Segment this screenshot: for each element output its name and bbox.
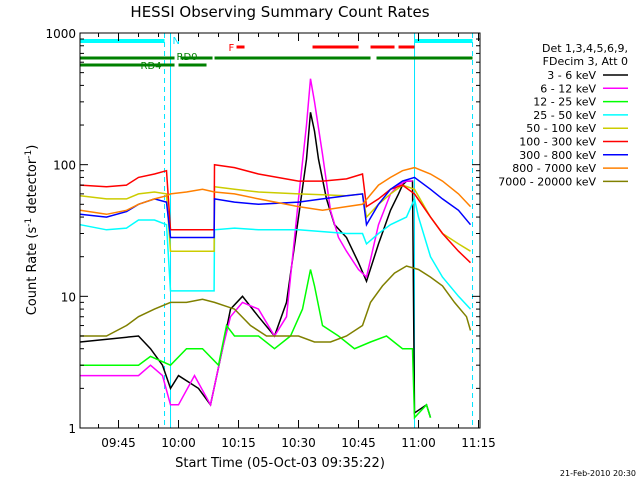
y-axis-label-part-1: Count Rate (s <box>25 227 40 316</box>
y-tick-label-1: 10 <box>61 290 76 304</box>
y-tick-label-2: 100 <box>53 159 76 173</box>
legend-label-1: 6 - 12 keV <box>540 82 596 95</box>
x-tick-label-1: 10:00 <box>161 436 196 450</box>
legend-label-2: 12 - 25 keV <box>533 96 596 109</box>
legend-label-7: 800 - 7000 keV <box>512 162 596 175</box>
y-axis-label-part-3: ) <box>25 145 40 150</box>
chart-title: HESSI Observing Summary Count Rates <box>130 3 429 21</box>
attenuator-label: N <box>173 36 180 47</box>
legend: Det 1,3,4,5,6,9, FDecim 3, Att 0 3 - 6 k… <box>498 42 628 188</box>
series-line-7 <box>79 166 472 216</box>
y-tick-label-0: 1 <box>68 422 76 436</box>
x-tick-label-5: 11:00 <box>401 436 436 450</box>
series-line-1 <box>80 78 413 407</box>
x-tick-label-6: 11:15 <box>461 436 496 450</box>
x-tick-label-0: 09:45 <box>101 436 136 450</box>
legend-label-3: 25 - 50 keV <box>533 109 596 122</box>
axis-ticks: 09:45 10:00 10:15 10:30 10:45 11:00 11:15 1 10 10… <box>45 27 495 450</box>
state-top-label: RD0 <box>177 52 198 63</box>
plot-area: N F RD0 RD4 <box>79 33 474 428</box>
series-line-3 <box>79 196 472 310</box>
plot-frame <box>79 32 481 429</box>
y-axis-label: Count Rate (s-1 detector-1) <box>24 145 40 316</box>
footer-timestamp: 21-Feb-2010 20:30 <box>560 469 636 478</box>
y-axis-label-sup-1: -1 <box>24 218 34 227</box>
legend-label-6: 300 - 800 keV <box>519 149 596 162</box>
x-tick-label-2: 10:15 <box>221 436 256 450</box>
x-tick-label-4: 10:45 <box>341 436 376 450</box>
series-line-8 <box>80 265 472 343</box>
state-bottom-label: RD4 <box>141 61 162 72</box>
legend-label-4: 50 - 100 keV <box>526 122 596 135</box>
legend-label-8: 7000 - 20000 keV <box>498 175 596 188</box>
series-line-5 <box>80 163 472 264</box>
series-line-2 <box>80 269 432 420</box>
legend-label-5: 100 - 300 keV <box>519 136 596 149</box>
legend-label-0: 3 - 6 keV <box>547 69 596 82</box>
x-axis-label: Start Time (05-Oct-03 09:35:22) <box>175 456 385 471</box>
legend-header-line-1: Det 1,3,4,5,6,9, <box>542 42 628 55</box>
series-line-4 <box>80 184 471 252</box>
x-tick-label-3: 10:30 <box>281 436 316 450</box>
y-axis-label-part-2: detector <box>25 158 40 218</box>
series-line-0 <box>80 112 432 418</box>
y-axis-label-sup-2: -1 <box>24 150 34 159</box>
legend-header-line-2: FDecim 3, Att 0 <box>543 55 628 68</box>
flare-label: F <box>229 43 235 54</box>
y-tick-label-3: 1000 <box>45 27 76 41</box>
